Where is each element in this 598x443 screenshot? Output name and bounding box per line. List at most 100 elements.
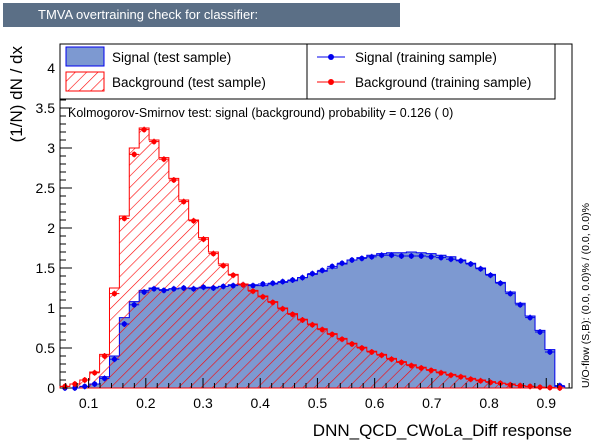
overflow-text: U/O-flow (S,B): (0.0, 0.0)% / (0.0, 0.0)…: [580, 203, 592, 388]
x-tick-label: 0.2: [136, 395, 156, 411]
signal-training-point: [158, 287, 169, 294]
legend-background-test-swatch: [65, 71, 105, 92]
background-training-point: [307, 321, 318, 328]
background-training-point: [208, 250, 219, 257]
x-tick-label: 0.1: [79, 395, 99, 411]
signal-training-point: [426, 253, 437, 260]
y-tick-label: 0.5: [36, 340, 56, 356]
background-training-point: [168, 177, 179, 183]
signal-training-point: [297, 274, 308, 281]
background-training-point: [158, 156, 169, 163]
legend-signal-training-label: Signal (training sample): [355, 50, 497, 65]
signal-training-point: [445, 256, 456, 263]
background-training-point: [416, 365, 427, 371]
background-training-point: [178, 198, 189, 205]
background-training-point: [277, 305, 288, 312]
signal-training-point: [544, 349, 555, 355]
signal-training-point: [327, 263, 338, 270]
background-training-point: [386, 356, 397, 363]
signal-training-point: [267, 280, 278, 287]
y-tick-label: 3.5: [36, 100, 56, 116]
y-tick-label: 4: [47, 60, 55, 76]
legend-signal-test-swatch: [65, 46, 105, 67]
signal-training-point: [455, 257, 466, 264]
y-axis-label: (1/N) dN / dx: [7, 46, 26, 143]
background-training-point: [69, 381, 80, 387]
background-training-point: [406, 362, 417, 369]
signal-training-point: [337, 260, 348, 267]
signal-training-point: [535, 329, 545, 335]
signal-training-point: [139, 289, 150, 295]
signal-training-point: [495, 280, 506, 287]
background-training-point: [79, 377, 90, 383]
background-training-point: [376, 352, 387, 359]
background-training-point: [129, 151, 140, 158]
signal-training-point: [515, 301, 526, 308]
signal-training-point: [465, 261, 476, 267]
signal-training-point: [129, 301, 140, 308]
x-tick-label: 0.7: [422, 395, 442, 411]
signal-training-point: [406, 253, 417, 259]
x-tick-label: 0.4: [250, 395, 270, 411]
legend-background-training-marker: [328, 79, 334, 85]
signal-training-point: [178, 285, 189, 291]
signal-training-point: [218, 283, 229, 290]
background-training-point: [287, 311, 298, 318]
background-training-point: [396, 359, 407, 366]
y-tick-label: 1: [47, 300, 55, 316]
background-training-point: [297, 317, 308, 323]
signal-training-point: [119, 321, 130, 327]
background-training-point: [436, 369, 446, 376]
background-training-point: [465, 376, 476, 383]
background-training-point: [119, 215, 130, 222]
background-training-point: [267, 299, 278, 306]
background-training-point: [257, 293, 268, 300]
signal-training-point: [257, 281, 268, 287]
signal-training-point: [485, 272, 496, 279]
y-tick-label: 2.5: [36, 180, 56, 196]
background-training-point: [535, 384, 545, 391]
signal-training-point: [317, 267, 328, 274]
y-tick-label: 1.5: [36, 260, 56, 276]
signal-training-point: [386, 252, 397, 259]
signal-training-point: [277, 278, 288, 285]
ks-test-text: Kolmogorov-Smirnov test: signal (backgro…: [68, 106, 453, 120]
legend-background-training-label: Background (training sample): [355, 75, 531, 90]
background-training-point: [99, 353, 110, 359]
background-training-point: [455, 373, 466, 380]
background-training-point: [89, 369, 100, 376]
signal-training-point: [188, 285, 199, 292]
background-training-point: [317, 326, 328, 333]
signal-training-point: [149, 285, 159, 292]
background-training-point: [475, 377, 486, 384]
background-training-point: [149, 138, 159, 145]
background-training-point: [366, 349, 377, 355]
signal-training-point: [525, 314, 536, 321]
background-training-point: [554, 385, 565, 391]
y-tick-label: 3: [47, 140, 55, 156]
background-training-point: [248, 288, 258, 295]
legend-signal-test-label: Signal (test sample): [112, 50, 231, 65]
x-tick-label: 0.5: [308, 395, 328, 411]
background-training-point: [356, 345, 367, 351]
signal-training-point: [505, 290, 516, 297]
signal-training-point: [396, 253, 407, 259]
legend-signal-training-marker: [328, 54, 334, 60]
legend-background-test-label: Background (test sample): [112, 75, 266, 90]
signal-training-point: [287, 277, 298, 283]
window-title: TMVA overtraining check for classifier: …: [3, 3, 400, 46]
signal-training-point: [99, 375, 110, 382]
background-training-point: [139, 126, 150, 133]
legend: Signal (test sample) Background (test sa…: [59, 43, 556, 100]
signal-training-point: [168, 285, 179, 292]
signal-training-point: [436, 254, 446, 261]
x-axis-label: DNN_QCD_CWoLa_Diff response: [313, 421, 572, 440]
background-training-point: [198, 236, 209, 243]
signal-training-point: [376, 252, 387, 259]
background-training-point: [347, 341, 357, 347]
signal-training-point: [307, 270, 318, 277]
signal-training-point: [416, 253, 427, 259]
background-training-point: [515, 382, 526, 389]
signal-training-point: [89, 381, 100, 387]
